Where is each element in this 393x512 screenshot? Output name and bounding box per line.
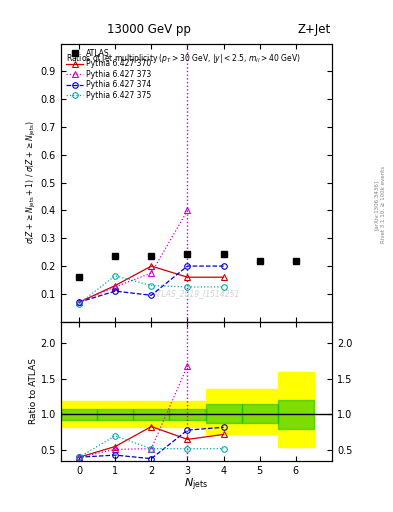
ATLAS	[294, 258, 298, 264]
Pythia 6.427 374	[113, 288, 118, 294]
Text: Ratios of jet multiplicity ($p_T > 30$ GeV, $|y| < 2.5$, $m_{ll} > 40$ GeV): Ratios of jet multiplicity ($p_T > 30$ G…	[66, 52, 301, 65]
Pythia 6.427 373	[149, 270, 154, 276]
Pythia 6.427 370	[221, 274, 226, 280]
ATLAS	[113, 253, 118, 260]
X-axis label: $N_\mathrm{jets}$: $N_\mathrm{jets}$	[184, 477, 209, 494]
Pythia 6.427 373	[113, 284, 118, 290]
Pythia 6.427 370	[113, 283, 118, 289]
Pythia 6.427 373	[185, 207, 190, 214]
ATLAS	[221, 250, 226, 257]
Pythia 6.427 374	[221, 263, 226, 269]
Pythia 6.427 370	[185, 274, 190, 280]
Line: Pythia 6.427 370: Pythia 6.427 370	[76, 263, 226, 305]
Text: 13000 GeV pp: 13000 GeV pp	[107, 23, 191, 35]
Legend: ATLAS, Pythia 6.427 370, Pythia 6.427 373, Pythia 6.427 374, Pythia 6.427 375: ATLAS, Pythia 6.427 370, Pythia 6.427 37…	[63, 46, 154, 103]
ATLAS	[185, 250, 190, 257]
Pythia 6.427 375	[77, 301, 81, 307]
ATLAS	[257, 258, 262, 264]
Pythia 6.427 375	[221, 284, 226, 290]
Line: Pythia 6.427 374: Pythia 6.427 374	[76, 263, 226, 305]
Text: Z+Jet: Z+Jet	[298, 23, 331, 35]
Line: Pythia 6.427 375: Pythia 6.427 375	[76, 273, 226, 306]
Text: Rivet 3.1.10, ≥ 100k events: Rivet 3.1.10, ≥ 100k events	[381, 166, 386, 243]
Text: [arXiv:1306.3436]: [arXiv:1306.3436]	[374, 180, 378, 230]
Pythia 6.427 374	[149, 292, 154, 298]
Pythia 6.427 373	[77, 299, 81, 305]
Y-axis label: Ratio to ATLAS: Ratio to ATLAS	[29, 358, 38, 424]
Pythia 6.427 370	[77, 299, 81, 305]
Y-axis label: $\sigma(Z + \geq N_\mathrm{jets}+1)\ /\ \sigma(Z + \geq N_\mathrm{jets})$: $\sigma(Z + \geq N_\mathrm{jets}+1)\ /\ …	[25, 121, 38, 245]
ATLAS	[77, 274, 81, 280]
Pythia 6.427 374	[185, 263, 190, 269]
Pythia 6.427 374	[77, 299, 81, 305]
Line: ATLAS: ATLAS	[76, 250, 299, 281]
Pythia 6.427 375	[149, 283, 154, 289]
Pythia 6.427 375	[185, 284, 190, 290]
Pythia 6.427 375	[113, 273, 118, 279]
Text: ATLAS_2019_I1514251: ATLAS_2019_I1514251	[153, 289, 240, 298]
Line: Pythia 6.427 373: Pythia 6.427 373	[76, 208, 190, 305]
ATLAS	[149, 253, 154, 260]
Pythia 6.427 370	[149, 263, 154, 269]
